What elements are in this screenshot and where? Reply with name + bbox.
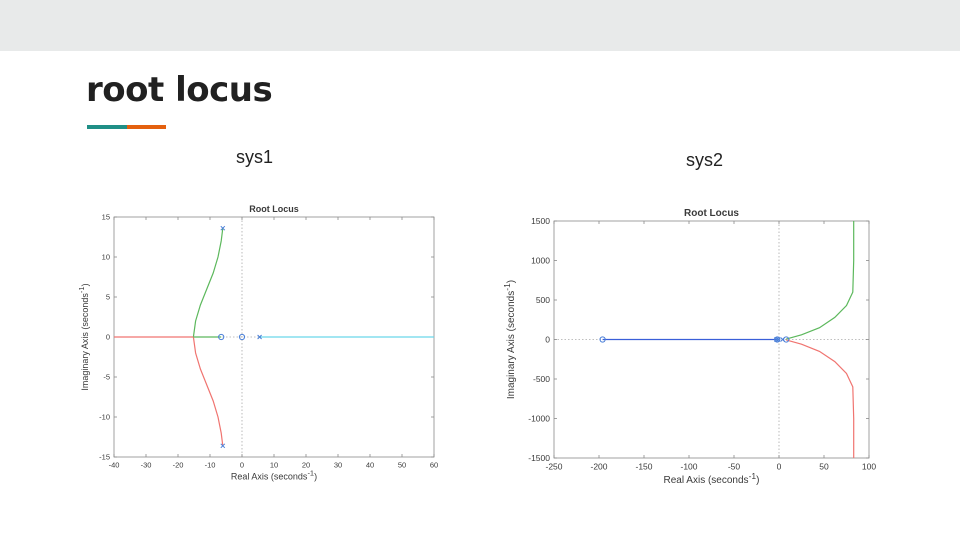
zero-marker [218, 333, 225, 341]
y-tick-label: 15 [102, 213, 110, 222]
y-tick-label: -5 [103, 373, 110, 382]
pole-marker [220, 225, 226, 231]
zero-marker [599, 336, 606, 343]
x-axis-label-exponent: -1 [749, 471, 757, 481]
x-tick-label: -30 [141, 461, 152, 470]
locus-branch-1 [786, 221, 855, 340]
y-axis-label-close: ) [506, 280, 517, 283]
y-axis-label-exponent: -1 [77, 286, 86, 293]
x-tick-label: 100 [862, 462, 876, 472]
y-tick-label: 1000 [531, 255, 550, 265]
y-tick-label: -15 [99, 453, 110, 462]
x-tick-label: 50 [398, 461, 406, 470]
chart-caption-sys1: sys1 [236, 147, 274, 167]
x-axis-label-close: ) [756, 475, 759, 486]
y-tick-label: 0 [106, 333, 110, 342]
top-banner [0, 0, 960, 51]
x-tick-label: -100 [680, 462, 697, 472]
x-tick-label: 0 [777, 462, 782, 472]
x-tick-label: -20 [173, 461, 184, 470]
pole-marker [220, 443, 226, 449]
x-axis-label: Real Axis (seconds-1) [231, 469, 317, 482]
x-tick-label: 10 [270, 461, 278, 470]
y-axis-label-close: ) [80, 283, 90, 286]
locus-branch-0 [192, 228, 224, 338]
x-tick-label: -40 [109, 461, 120, 470]
y-tick-label: 0 [545, 334, 550, 344]
chart-caption-sys2: sys2 [686, 150, 724, 170]
zero-marker [774, 336, 781, 343]
locus-branch-2 [786, 339, 855, 458]
pole-marker [257, 334, 262, 340]
root-locus-chart-sys2: Root Locus-250 -200 -150 -100 -50 0 50 100-1500… [502, 208, 876, 486]
x-tick-label: -10 [205, 461, 216, 470]
x-axis-label-close: ) [314, 472, 317, 482]
x-tick-label: -250 [545, 462, 562, 472]
y-axis-label-exponent: -1 [502, 283, 512, 291]
x-tick-label: -50 [728, 462, 741, 472]
x-tick-label: 40 [366, 461, 374, 470]
y-tick-label: -1000 [528, 413, 550, 423]
y-tick-label: 10 [102, 253, 110, 262]
chart-title: Root Locus [684, 208, 739, 219]
x-tick-label: 20 [302, 461, 310, 470]
title-accent-orange [127, 125, 166, 129]
y-tick-label: 5 [106, 293, 110, 302]
y-tick-label: -1500 [528, 453, 550, 463]
y-axis-label: Imaginary Axis (seconds-1) [77, 283, 90, 390]
y-axis-label: Imaginary Axis (seconds-1) [502, 280, 517, 399]
chart-title: Root Locus [249, 204, 299, 214]
slide-title: root locus [86, 70, 273, 110]
title-accent-teal [87, 125, 127, 129]
x-tick-label: 60 [430, 461, 438, 470]
y-tick-label: -10 [99, 413, 110, 422]
x-axis-label-exponent: -1 [307, 469, 314, 478]
y-tick-label: -500 [533, 374, 550, 384]
x-axis-label: Real Axis (seconds-1) [664, 471, 760, 486]
locus-branch-1 [192, 336, 224, 446]
zero-marker [783, 336, 790, 343]
x-tick-label: 30 [334, 461, 342, 470]
y-tick-label: 500 [536, 295, 550, 305]
y-tick-label: 1500 [531, 216, 550, 226]
x-tick-label: 0 [240, 461, 244, 470]
zero-marker [238, 333, 246, 341]
x-tick-label: -200 [590, 462, 607, 472]
x-tick-label: -150 [635, 462, 652, 472]
x-tick-label: 50 [819, 462, 829, 472]
root-locus-chart-sys1: Root Locus-40 -30 -20 -10 0 10 20 30 40 50 60-15-1… [77, 204, 438, 482]
